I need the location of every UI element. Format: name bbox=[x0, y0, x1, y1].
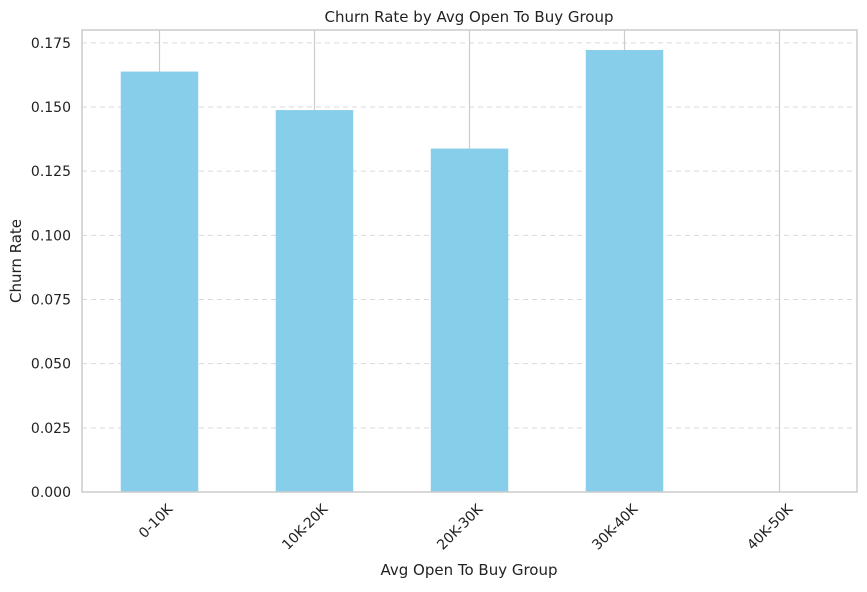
y-tick-label: 0.150 bbox=[31, 100, 71, 116]
y-tick-labels: 0.000 0.025 0.050 0.075 0.100 0.125 0.150 0.175 bbox=[31, 36, 71, 501]
y-tick-label: 0.000 bbox=[31, 485, 71, 501]
x-tick-label: 30K-40K bbox=[589, 501, 642, 554]
chart-title: Churn Rate by Avg Open To Buy Group bbox=[324, 8, 613, 26]
plot-border bbox=[81, 29, 858, 493]
y-tick-label: 0.025 bbox=[31, 421, 71, 437]
bar-0-10k bbox=[120, 71, 199, 492]
x-tick-label: 0-10K bbox=[136, 501, 177, 542]
x-tick-label-group: 40K-50K bbox=[744, 501, 797, 554]
x-tick-label: 20K-30K bbox=[434, 501, 487, 554]
y-tick-label: 0.100 bbox=[31, 228, 71, 244]
x-tick-label-group: 0-10K bbox=[136, 501, 177, 542]
plot-frame bbox=[81, 29, 858, 493]
x-tick-labels: 0-10K 10K-20K 20K-30K 30K-40K 40K-50K bbox=[136, 501, 797, 554]
x-tick-label-group: 10K-20K bbox=[279, 501, 332, 554]
bar-20k-30k bbox=[430, 148, 509, 492]
x-tick-label-group: 20K-30K bbox=[434, 501, 487, 554]
bar-30k-40k bbox=[585, 50, 664, 493]
x-tick-label: 10K-20K bbox=[279, 501, 332, 554]
y-tick-label: 0.175 bbox=[31, 36, 71, 52]
y-axis-label: Churn Rate bbox=[7, 219, 25, 303]
y-tick-label: 0.050 bbox=[31, 357, 71, 373]
y-tick-label: 0.075 bbox=[31, 293, 71, 309]
x-axis-label: Avg Open To Buy Group bbox=[380, 561, 557, 579]
y-tick-label: 0.125 bbox=[31, 164, 71, 180]
x-tick-label-group: 30K-40K bbox=[589, 501, 642, 554]
x-tick-label: 40K-50K bbox=[744, 501, 797, 554]
bar-10k-20k bbox=[275, 110, 354, 492]
bars bbox=[120, 50, 664, 493]
